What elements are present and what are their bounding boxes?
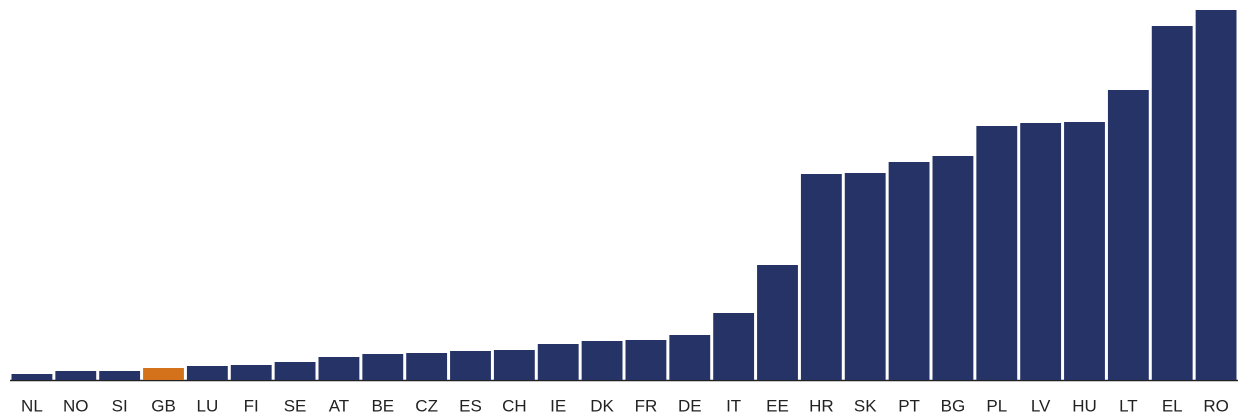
bar bbox=[1151, 26, 1193, 380]
bar bbox=[1064, 122, 1105, 380]
x-tick-label: HR bbox=[809, 396, 834, 415]
x-tick-label: LV bbox=[1031, 396, 1051, 415]
x-tick-label: BG bbox=[941, 396, 966, 415]
bar bbox=[143, 368, 184, 380]
x-tick-label: GB bbox=[151, 396, 176, 415]
x-tick-label: CZ bbox=[415, 396, 438, 415]
bar bbox=[99, 371, 141, 380]
x-tick-label: HU bbox=[1072, 396, 1097, 415]
x-tick-label: AT bbox=[329, 396, 349, 415]
bar bbox=[581, 341, 623, 380]
bar bbox=[800, 174, 842, 380]
x-tick-label: IT bbox=[726, 396, 741, 415]
x-tick-label: SK bbox=[854, 396, 877, 415]
x-tick-label: EE bbox=[766, 396, 789, 415]
bar bbox=[888, 162, 930, 380]
bar bbox=[976, 126, 1018, 380]
x-tick-label: RO bbox=[1203, 396, 1229, 415]
bar bbox=[493, 350, 535, 380]
bar bbox=[932, 156, 974, 380]
x-tick-label: PL bbox=[986, 396, 1007, 415]
bar bbox=[844, 173, 886, 380]
bar bbox=[362, 354, 404, 380]
x-tick-label: PT bbox=[898, 396, 920, 415]
bar bbox=[11, 374, 53, 380]
bar bbox=[1020, 123, 1062, 380]
bar bbox=[274, 362, 316, 380]
bar bbox=[186, 366, 228, 380]
bar bbox=[450, 351, 491, 380]
x-tick-label: EL bbox=[1162, 396, 1183, 415]
x-tick-label: FI bbox=[244, 396, 259, 415]
x-tick-label: BE bbox=[371, 396, 394, 415]
bar bbox=[318, 357, 360, 380]
bar bbox=[625, 340, 667, 380]
x-tick-label: LU bbox=[196, 396, 218, 415]
bar bbox=[1107, 90, 1149, 380]
x-tick-label: ES bbox=[459, 396, 482, 415]
bar bbox=[55, 371, 97, 380]
bar bbox=[1195, 10, 1237, 380]
x-tick-label: NO bbox=[63, 396, 89, 415]
x-tick-label: DK bbox=[590, 396, 614, 415]
x-tick-label: SI bbox=[112, 396, 128, 415]
bar bbox=[537, 344, 579, 380]
x-tick-label: CH bbox=[502, 396, 527, 415]
x-tick-label: FR bbox=[635, 396, 658, 415]
x-tick-label: SE bbox=[284, 396, 307, 415]
x-tick-label: DE bbox=[678, 396, 702, 415]
x-tick-label: LT bbox=[1119, 396, 1138, 415]
x-tick-label: IE bbox=[550, 396, 566, 415]
x-tick-label: NL bbox=[21, 396, 43, 415]
bar bbox=[757, 265, 798, 380]
bar bbox=[230, 365, 272, 380]
bar bbox=[406, 353, 448, 380]
bar bbox=[713, 313, 755, 380]
bar bbox=[669, 335, 711, 380]
